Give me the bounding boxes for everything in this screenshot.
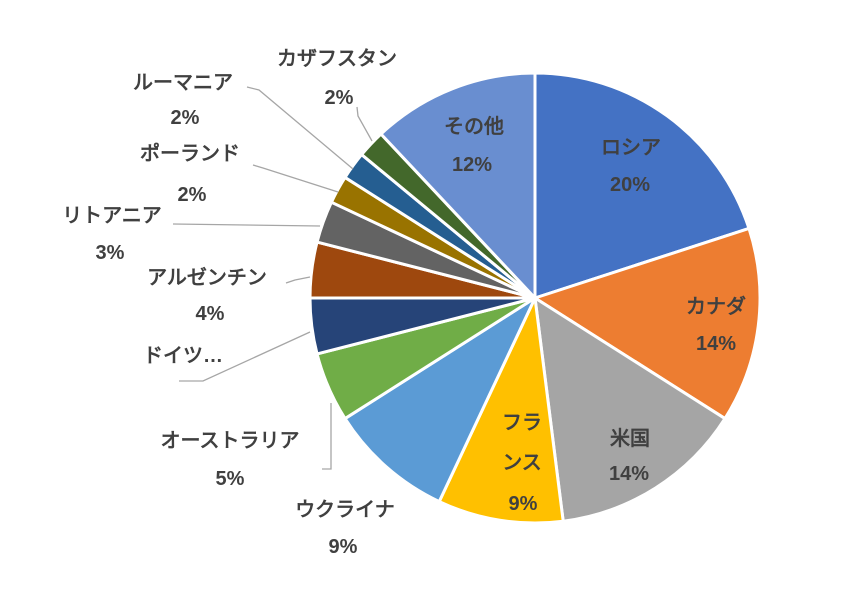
leader-line-romania xyxy=(246,86,354,170)
label-text-argentina-line1: アルゼンチン xyxy=(147,265,267,289)
pie-slice-ukraine[interactable] xyxy=(343,296,537,504)
leader-line-australia xyxy=(322,403,332,470)
label-pct-romania: 2% xyxy=(171,107,200,129)
label-pct-lithuania: 3% xyxy=(96,242,125,264)
label-text-france-line2: ンス xyxy=(502,452,542,474)
label-pct-argentina: 4% xyxy=(196,303,225,325)
pie-slice-russia[interactable] xyxy=(533,71,751,300)
label-pct-australia: 5% xyxy=(216,468,245,490)
label-text-romania-line1: ルーマニア xyxy=(133,72,233,94)
data-label-canada: カナダ 14% xyxy=(686,294,746,355)
data-label-kazakhstan: カザフスタン 2% xyxy=(277,47,397,109)
label-text-australia-line1: オーストラリア xyxy=(161,430,300,452)
label-pct-france: 9% xyxy=(509,493,538,515)
data-label-germany: ドイツ… xyxy=(143,345,223,367)
label-text-france-line1: フラ xyxy=(502,412,542,434)
label-pct-usa: 14% xyxy=(609,463,649,485)
label-pct-kazakhstan: 2% xyxy=(325,87,354,109)
label-text-canada-line1: カナダ xyxy=(686,294,746,318)
leader-lines-group xyxy=(172,86,373,470)
data-label-others: その他 12% xyxy=(444,114,504,176)
pie-slice-france[interactable] xyxy=(437,296,565,525)
label-text-poland-line1: ポーランド xyxy=(140,141,240,165)
label-pct-others: 12% xyxy=(452,154,492,176)
pie-slice-canada[interactable] xyxy=(533,226,762,421)
leader-line-argentina xyxy=(285,276,311,284)
label-pct-russia: 20% xyxy=(610,174,650,196)
label-text-ukraine-line1: ウクライナ xyxy=(295,498,395,521)
data-label-romania: ルーマニア 2% xyxy=(133,72,233,129)
pie-slice-usa[interactable] xyxy=(533,296,727,523)
label-pct-ukraine: 9% xyxy=(329,536,358,558)
leader-line-germany xyxy=(179,331,311,382)
label-text-lithuania-line1: リトアニア xyxy=(62,205,162,227)
label-text-germany-line1: ドイツ… xyxy=(143,345,223,367)
pie-slice-others[interactable] xyxy=(379,71,537,300)
label-text-others-line1: その他 xyxy=(444,114,504,138)
leader-line-poland xyxy=(252,164,339,193)
data-label-poland: ポーランド 2% xyxy=(140,141,240,206)
label-pct-poland: 2% xyxy=(178,184,207,206)
data-label-argentina: アルゼンチン 4% xyxy=(147,265,267,325)
data-label-ukraine: ウクライナ 9% xyxy=(295,498,395,558)
label-text-russia-line1: ロシア xyxy=(601,137,661,159)
leader-line-kazakhstan xyxy=(356,106,373,142)
data-label-australia: オーストラリア 5% xyxy=(161,430,300,490)
data-label-usa: 米国 14% xyxy=(609,427,650,485)
label-text-kazakhstan-line1: カザフスタン xyxy=(277,47,397,70)
pie-slices-group xyxy=(308,71,762,525)
leader-line-lithuania xyxy=(172,223,321,227)
label-pct-canada: 14% xyxy=(696,333,736,355)
data-label-lithuania: リトアニア 3% xyxy=(62,205,162,264)
data-label-russia: ロシア 20% xyxy=(601,137,661,196)
label-text-usa-line1: 米国 xyxy=(610,427,650,450)
